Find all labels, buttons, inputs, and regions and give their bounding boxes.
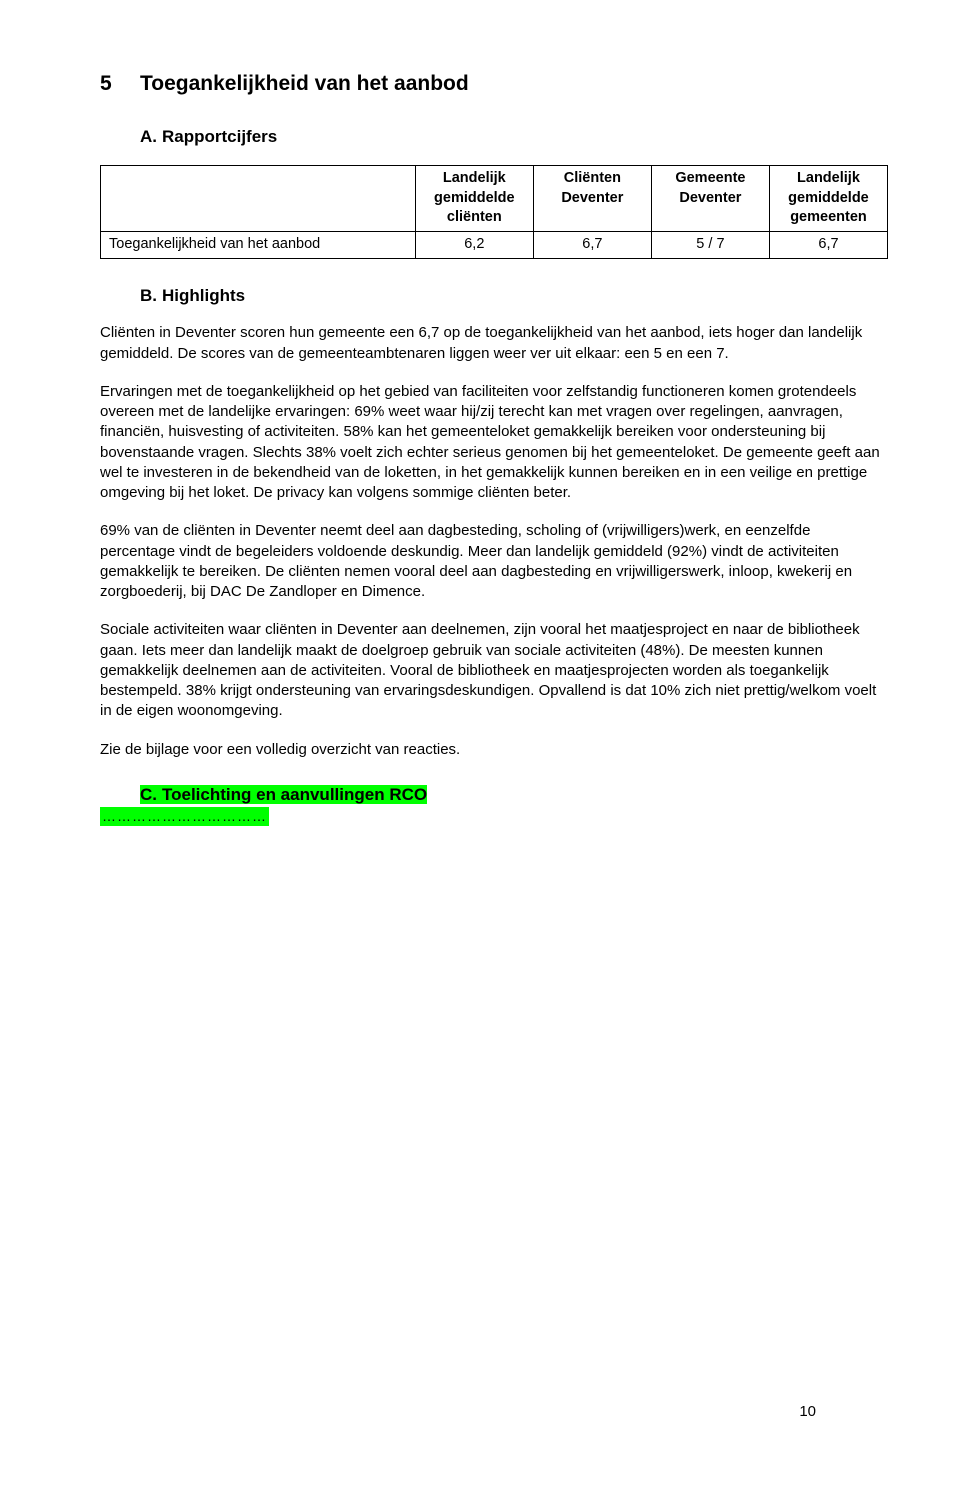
- subsection-c-letter: C.: [140, 784, 162, 807]
- rapportcijfers-table: Landelijk gemiddelde cliënten Cliënten D…: [100, 165, 888, 258]
- table-header-cell: Cliënten Deventer: [533, 166, 651, 232]
- table-cell: 6,7: [533, 231, 651, 258]
- subsection-a-title: Rapportcijfers: [162, 127, 277, 146]
- placeholder-dots: ……………………………: [100, 807, 269, 826]
- subsection-c-heading: C.Toelichting en aanvullingen RCO: [140, 785, 427, 804]
- table-cell: 6,2: [415, 231, 533, 258]
- subsection-a-letter: A.: [140, 126, 162, 149]
- heading-title: Toegankelijkheid van het aanbod: [140, 72, 469, 95]
- table-cell: 6,7: [769, 231, 887, 258]
- body-paragraph: Ervaringen met de toegankelijkheid op he…: [100, 382, 888, 504]
- subsection-b-letter: B.: [140, 285, 162, 308]
- table-header-row: Landelijk gemiddelde cliënten Cliënten D…: [101, 166, 888, 232]
- table-row: Toegankelijkheid van het aanbod 6,2 6,7 …: [101, 231, 888, 258]
- page-number: 10: [799, 1402, 816, 1422]
- table-row-label: Toegankelijkheid van het aanbod: [101, 231, 416, 258]
- heading-number: 5: [100, 70, 140, 98]
- subsection-b-title: Highlights: [162, 286, 245, 305]
- subsection-c-title: Toelichting en aanvullingen RCO: [162, 785, 427, 804]
- table-header-cell: Landelijk gemiddelde cliënten: [415, 166, 533, 232]
- subsection-a-heading: A.Rapportcijfers: [140, 126, 888, 149]
- table-header-cell: Landelijk gemiddelde gemeenten: [769, 166, 887, 232]
- table-cell: 5 / 7: [651, 231, 769, 258]
- subsection-c-block: C.Toelichting en aanvullingen RCO …………………: [140, 784, 888, 827]
- table-header-cell: [101, 166, 416, 232]
- section-heading: 5Toegankelijkheid van het aanbod: [100, 70, 888, 98]
- subsection-b-heading: B.Highlights: [140, 285, 888, 308]
- body-paragraph: Zie de bijlage voor een volledig overzic…: [100, 740, 888, 760]
- body-paragraph: Cliënten in Deventer scoren hun gemeente…: [100, 323, 888, 364]
- table-header-cell: Gemeente Deventer: [651, 166, 769, 232]
- body-paragraph: 69% van de cliënten in Deventer neemt de…: [100, 521, 888, 602]
- body-paragraph: Sociale activiteiten waar cliënten in De…: [100, 620, 888, 721]
